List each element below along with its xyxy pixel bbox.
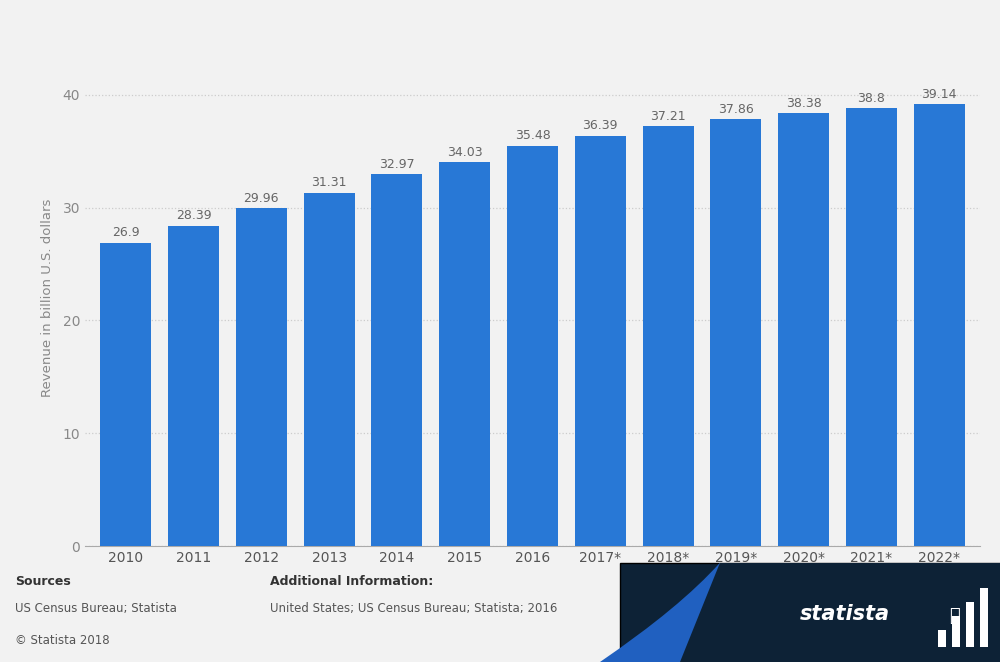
Bar	[100, 242, 151, 546]
Bar	[371, 174, 422, 546]
Bar	[938, 630, 946, 647]
Text: 38.8: 38.8	[858, 92, 885, 105]
Bar	[914, 105, 965, 546]
Text: Additional Information:: Additional Information:	[270, 575, 433, 588]
Bar	[966, 602, 974, 647]
Text: © Statista 2018: © Statista 2018	[15, 634, 110, 647]
PathPatch shape	[550, 563, 1000, 662]
Bar	[778, 113, 829, 546]
Text: United States; US Census Bureau; Statista; 2016: United States; US Census Bureau; Statist…	[270, 602, 557, 616]
Bar	[168, 226, 219, 546]
Text: 31.31: 31.31	[311, 177, 347, 189]
Text: 39.14: 39.14	[922, 88, 957, 101]
Bar	[236, 208, 287, 546]
Text: ⧉: ⧉	[950, 607, 960, 626]
Bar	[643, 126, 694, 546]
Bar	[846, 109, 897, 546]
Bar	[439, 162, 490, 546]
Text: 26.9: 26.9	[112, 226, 139, 239]
Text: US Census Bureau; Statista: US Census Bureau; Statista	[15, 602, 177, 616]
Text: 37.86: 37.86	[718, 103, 754, 116]
Bar	[710, 119, 761, 546]
Text: 28.39: 28.39	[176, 209, 211, 222]
Bar	[507, 146, 558, 546]
Text: 38.38: 38.38	[786, 97, 822, 110]
Text: 29.96: 29.96	[244, 192, 279, 205]
Text: 35.48: 35.48	[515, 129, 550, 142]
Y-axis label: Revenue in billion U.S. dollars: Revenue in billion U.S. dollars	[41, 199, 54, 397]
Text: 34.03: 34.03	[447, 146, 483, 159]
Text: 36.39: 36.39	[583, 119, 618, 132]
Text: statista: statista	[800, 604, 890, 624]
Bar	[304, 193, 355, 546]
Text: 32.97: 32.97	[379, 158, 415, 171]
Text: Sources: Sources	[15, 575, 71, 588]
Bar	[980, 588, 988, 647]
Bar	[575, 136, 626, 546]
Text: 37.21: 37.21	[650, 110, 686, 123]
Bar	[952, 616, 960, 647]
PathPatch shape	[680, 563, 1000, 662]
